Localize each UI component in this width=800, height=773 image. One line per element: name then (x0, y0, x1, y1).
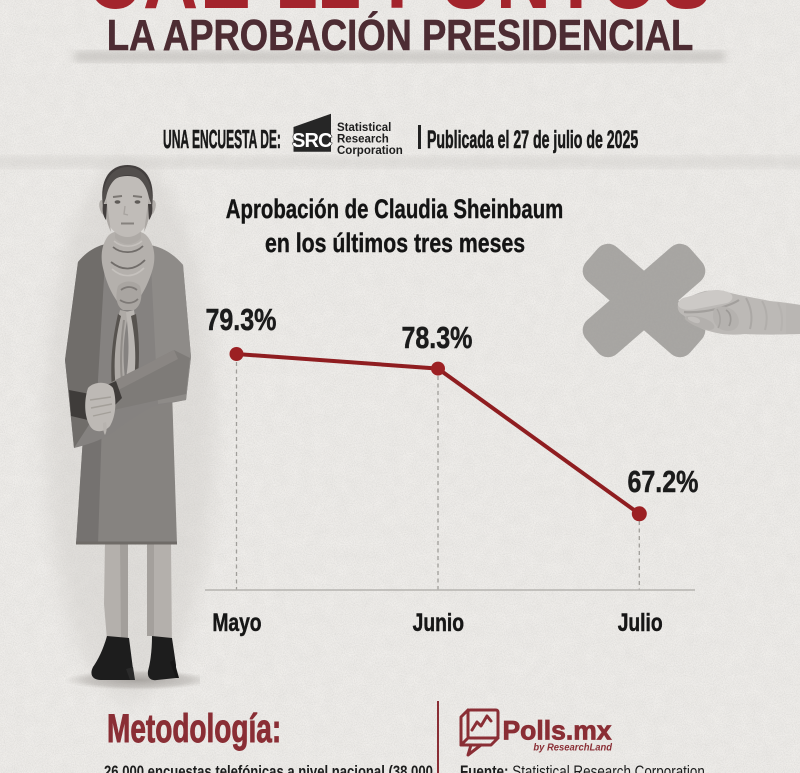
svg-text:by ResearchLand: by ResearchLand (533, 742, 612, 754)
svg-text:SRC: SRC (292, 130, 332, 152)
svg-text:Statistical: Statistical (337, 122, 391, 134)
svg-text:Corporation: Corporation (337, 145, 403, 157)
svg-text:Research: Research (337, 134, 389, 146)
svg-text:Polls.mx: Polls.mx (503, 716, 612, 746)
